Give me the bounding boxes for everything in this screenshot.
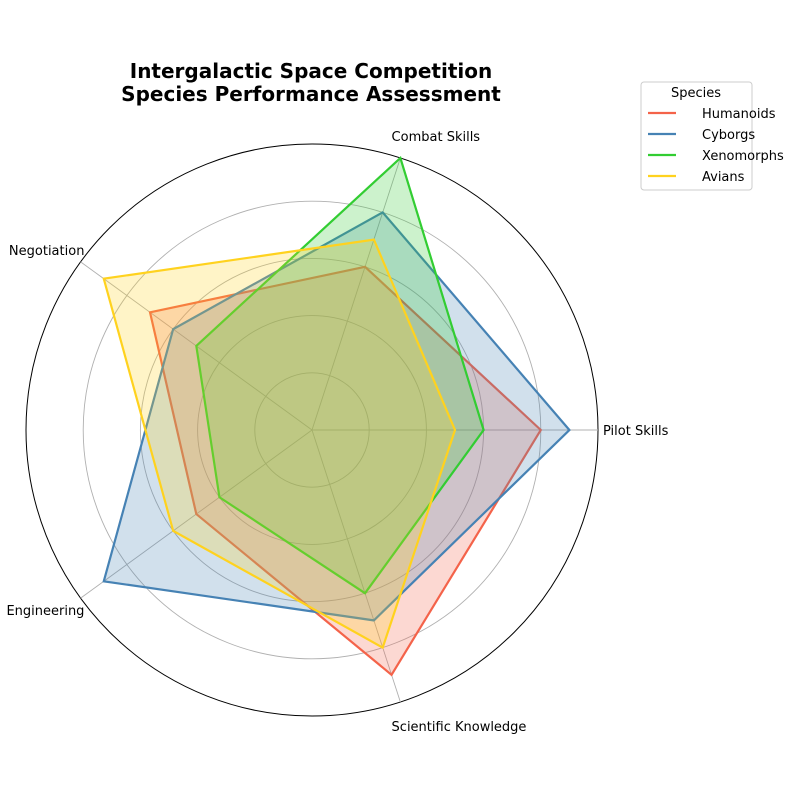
legend-frame	[640, 81, 753, 191]
grid-spoke	[311, 429, 401, 703]
chart-title-line-2: Species Performance Assessment	[121, 82, 501, 106]
legend-label-cyborgs: Cyborgs	[702, 128, 755, 143]
axis-label-negotiation: Negotiation	[9, 244, 85, 259]
legend-title: Species	[671, 86, 721, 101]
legend-label-avians: Avians	[702, 170, 745, 185]
series-line-cyborgs	[102, 211, 571, 622]
series-line-humanoids	[148, 265, 543, 677]
axis-labels: Pilot Skills Combat Skills Negotiation Engi…	[6, 130, 668, 735]
series-line-avians	[102, 238, 457, 650]
legend-label-humanoids: Humanoids	[702, 107, 776, 122]
axis-label-scientific-knowledge: Scientific Knowledge	[392, 720, 527, 735]
axis-label-engineering: Engineering	[6, 604, 84, 619]
grid-spoke	[311, 157, 401, 431]
series-area-humanoids	[150, 266, 541, 675]
series-layer	[102, 156, 571, 677]
chart-title-line-1: Intergalactic Space Competition	[130, 59, 492, 83]
series-area-avians	[103, 239, 455, 648]
legend-label-xenomorphs: Xenomorphs	[702, 149, 784, 164]
series-line-xenomorphs	[195, 156, 485, 595]
legend: Species Humanoids Cyborgs Xenomorphs Avians	[640, 81, 784, 191]
series-area-cyborgs	[103, 212, 570, 621]
axis-label-pilot-skills: Pilot Skills	[603, 424, 669, 439]
axis-label-combat-skills: Combat Skills	[392, 130, 481, 145]
series-area-xenomorphs	[196, 158, 484, 594]
